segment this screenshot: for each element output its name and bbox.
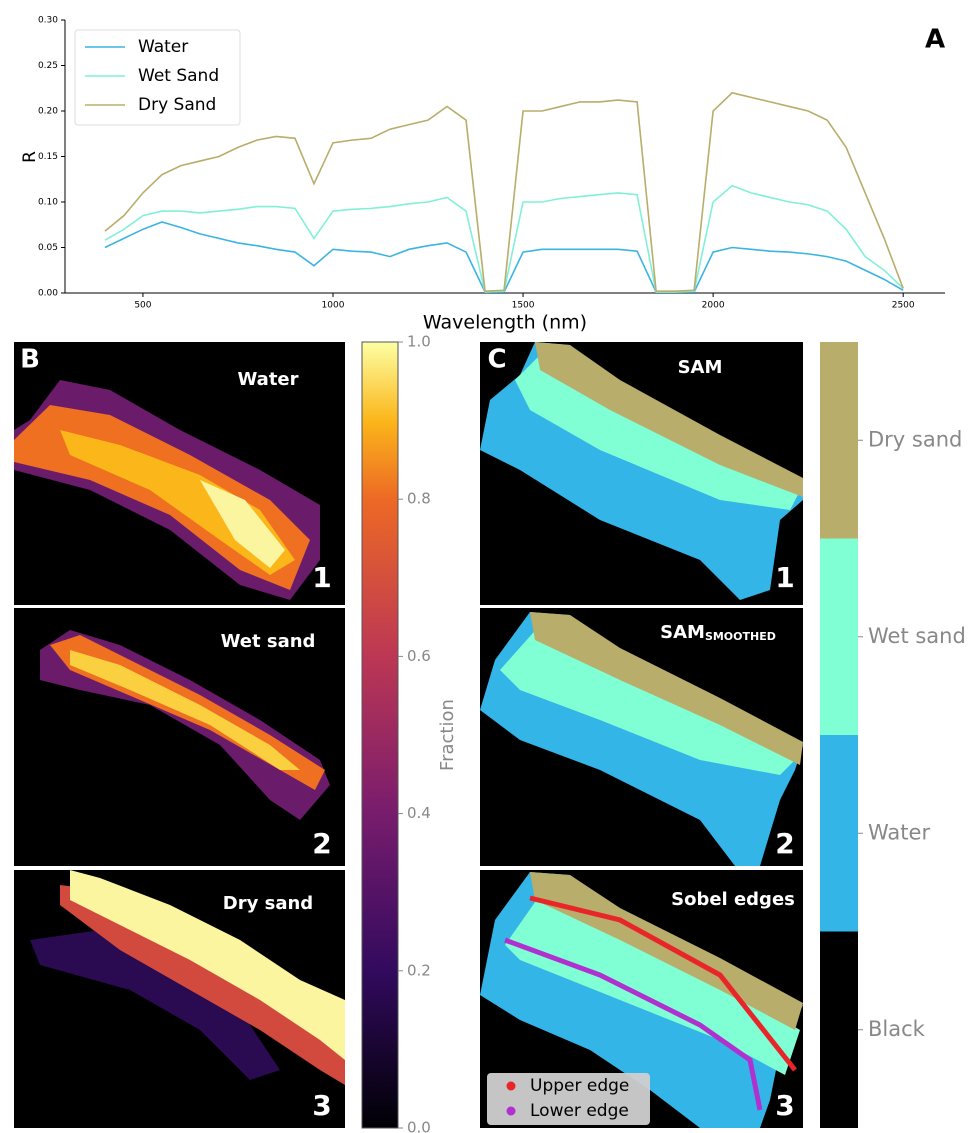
y-tick-label: 0.00 (38, 289, 58, 299)
category-label: Water (868, 820, 930, 844)
image-title: Water (237, 369, 298, 390)
image-title: SAMSMOOTHED (660, 622, 776, 643)
colorbar-tick-label: 0.4 (407, 804, 431, 822)
image-index: 2 (312, 827, 331, 860)
color-segment (820, 342, 858, 539)
legend-marker (506, 1106, 516, 1116)
image-title: Sobel edges (671, 889, 795, 910)
panel-label: A (925, 25, 945, 55)
image-index: 2 (775, 827, 794, 860)
color-segment (820, 931, 858, 1128)
x-axis-label: Wavelength (nm) (423, 312, 587, 334)
image-title: Wet sand (221, 631, 316, 652)
line-series (104, 184, 904, 293)
legend-label: Wet Sand (138, 66, 219, 86)
line-series (104, 91, 904, 293)
x-tick-label: 1500 (512, 301, 535, 311)
category-label: Wet sand (868, 624, 966, 648)
legend-label: Lower edge (530, 1101, 629, 1121)
y-axis-label: R (20, 151, 40, 163)
y-tick-label: 0.15 (38, 152, 58, 162)
image-index: 1 (312, 561, 331, 594)
image-index: 1 (775, 561, 794, 594)
color-segment (820, 735, 858, 932)
colorbar-tick-label: 0.2 (407, 961, 431, 979)
color-segment (820, 538, 858, 735)
panel-label: C (487, 345, 506, 375)
panel-c-images (480, 342, 803, 1128)
legend-label: Upper edge (530, 1076, 629, 1096)
x-tick-label: 2000 (702, 301, 725, 311)
colorbar-tick-label: 0.6 (407, 647, 431, 665)
y-tick-label: 0.10 (38, 198, 58, 208)
title-subscript: SMOOTHED (705, 630, 776, 643)
colorbar-tick-label: 1.0 (407, 333, 431, 351)
x-tick-label: 1000 (322, 301, 345, 311)
x-tick-label: 2500 (892, 301, 915, 311)
image-title: SAM (678, 357, 723, 378)
category-label: Dry sand (868, 427, 962, 451)
legend-box (74, 29, 241, 126)
legend-label: Dry Sand (138, 95, 216, 115)
image-index: 3 (312, 1089, 331, 1122)
image-title: Dry sand (223, 893, 313, 914)
colorbar (361, 341, 399, 1129)
legend-marker (506, 1081, 516, 1091)
line-series (104, 221, 904, 293)
y-tick-label: 0.30 (38, 16, 58, 26)
colorbar-tick-label: 0.0 (407, 1119, 431, 1133)
legend-box (487, 1073, 650, 1125)
image-index: 3 (775, 1089, 794, 1122)
y-tick-label: 0.25 (38, 61, 58, 71)
legend-label: Water (138, 37, 188, 57)
panel-label: B (20, 345, 40, 375)
panel-b-images (14, 342, 345, 1128)
title-main: SAM (660, 622, 705, 643)
colorbar-label: Fraction (437, 699, 458, 771)
y-tick-label: 0.05 (38, 243, 58, 253)
category-label: Black (868, 1017, 926, 1041)
x-tick-label: 500 (134, 301, 151, 311)
colorbar-tick-label: 0.8 (407, 490, 431, 508)
y-tick-label: 0.20 (38, 107, 58, 117)
